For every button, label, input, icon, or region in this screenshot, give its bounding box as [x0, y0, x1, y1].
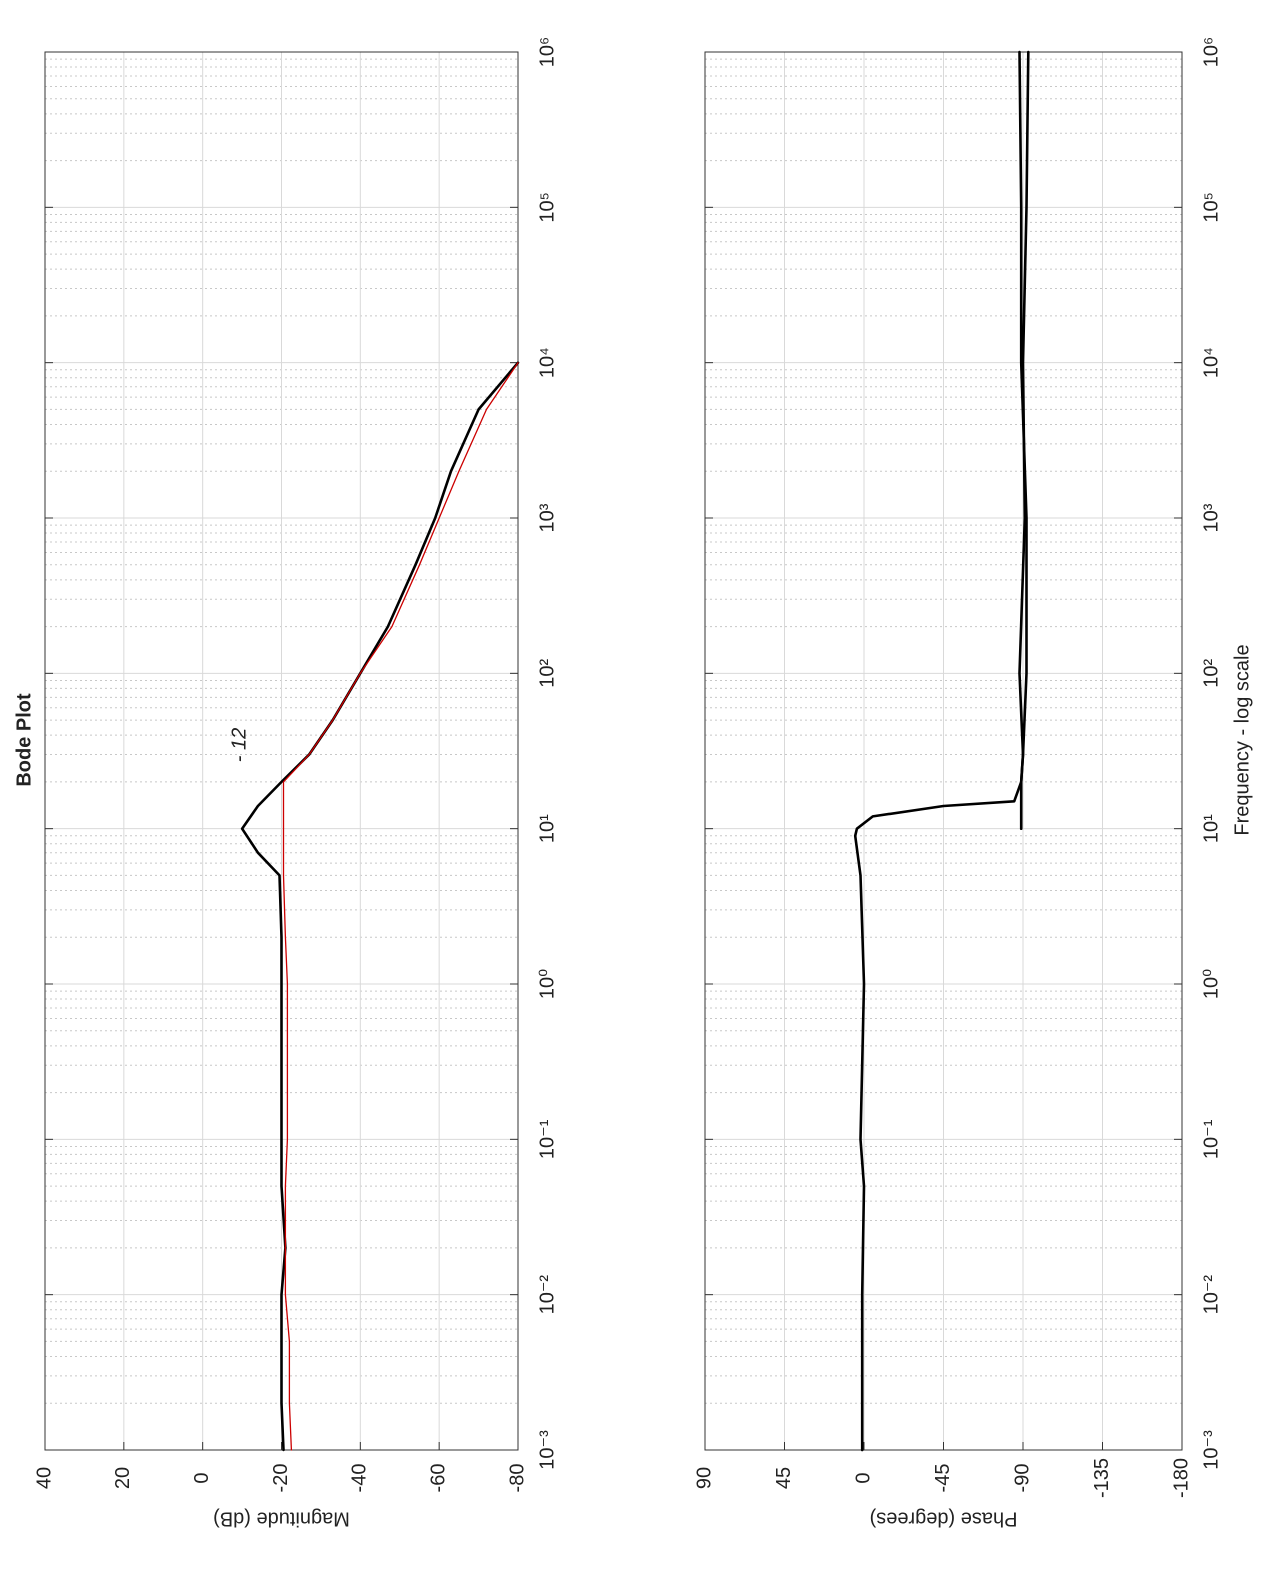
plot-frame: [704, 51, 1183, 1451]
y-tick-label: -45: [932, 1464, 954, 1493]
x-tick-label: 10⁻³: [536, 1430, 558, 1470]
series-line: [1018, 50, 1028, 830]
y-tick-label: -60: [427, 1464, 449, 1493]
x-tick-label: 10⁵: [1200, 192, 1222, 223]
annotation: - 12: [228, 728, 250, 762]
series-line: [853, 50, 1030, 1452]
y-tick-label: -20: [270, 1464, 292, 1493]
x-tick-label: 10⁻¹: [1200, 1119, 1222, 1159]
x-tick-label: 10⁻²: [1200, 1275, 1222, 1315]
y-axis-label: Phase (degrees): [870, 1508, 1018, 1530]
x-tick-label: 10⁴: [1200, 347, 1222, 378]
series-line: [282, 362, 519, 1451]
x-tick-label: 10¹: [1200, 814, 1222, 843]
chart-title: Bode Plot: [13, 693, 35, 787]
x-axis-label: Frequency - log scale: [1231, 644, 1253, 835]
x-tick-label: 10⁻³: [1200, 1430, 1222, 1470]
x-tick-label: 10²: [536, 659, 558, 688]
y-tick-label: -90: [1011, 1464, 1033, 1493]
x-tick-label: 10⁰: [536, 969, 558, 999]
plot-frame: [44, 51, 519, 1451]
x-tick-label: 10⁵: [536, 192, 558, 223]
y-tick-label: 0: [191, 1472, 213, 1483]
x-tick-label: 10¹: [536, 814, 558, 843]
series-line: [240, 361, 520, 1452]
x-tick-label: 10⁴: [536, 347, 558, 378]
y-tick-label: 45: [773, 1467, 795, 1489]
y-tick-label: -80: [506, 1464, 528, 1493]
x-tick-label: 10²: [1200, 659, 1222, 688]
x-tick-label: 10⁶: [1200, 37, 1222, 67]
y-tick-label: 90: [693, 1467, 715, 1489]
x-tick-label: 10⁻²: [536, 1275, 558, 1315]
y-tick-label: -40: [349, 1464, 371, 1493]
y-tick-label: 0: [852, 1472, 874, 1483]
y-axis-label: Magnitude (dB): [213, 1508, 350, 1530]
x-tick-label: 10³: [1200, 503, 1222, 532]
y-tick-label: 40: [33, 1467, 55, 1489]
y-tick-label: 20: [112, 1467, 134, 1489]
x-tick-label: 10³: [536, 503, 558, 532]
y-tick-label: -135: [1091, 1458, 1113, 1498]
y-tick-label: -180: [1170, 1458, 1192, 1498]
x-tick-label: 10⁻¹: [536, 1119, 558, 1159]
x-tick-label: 10⁶: [536, 37, 558, 67]
x-tick-label: 10⁰: [1200, 969, 1222, 999]
